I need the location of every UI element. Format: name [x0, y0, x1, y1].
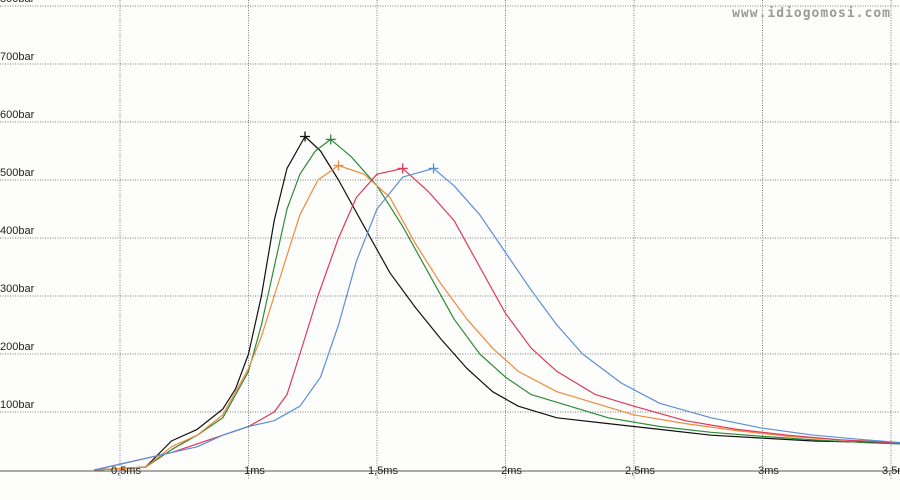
y-tick-label: 500bar — [0, 167, 35, 179]
peak-marker-1 — [300, 131, 311, 142]
watermark-text: www.idiogomosi.com — [732, 6, 891, 21]
series-line-5 — [94, 167, 900, 471]
y-tick-label: 300bar — [0, 283, 35, 295]
y-tick-label: 400bar — [0, 225, 35, 237]
y-tick-label: 800bar — [0, 0, 35, 5]
series-line-1 — [94, 135, 900, 471]
series-line-2 — [94, 138, 900, 471]
grid — [0, 0, 900, 480]
peak-marker-4 — [397, 163, 408, 174]
peak-marker-5 — [428, 163, 439, 174]
y-tick-label: 700bar — [0, 51, 35, 63]
series-line-3 — [94, 164, 900, 471]
series-line-4 — [94, 167, 900, 471]
y-tick-label: 100bar — [0, 399, 35, 411]
y-tick-label: 600bar — [0, 109, 35, 121]
x-tick-label: 0,5ms — [111, 465, 141, 477]
x-tick-label: 1,5ms — [368, 465, 398, 477]
x-tick-label: 2ms — [501, 465, 522, 477]
y-tick-label: 200bar — [0, 341, 35, 353]
peak-marker-2 — [325, 134, 336, 145]
series-lines — [94, 131, 900, 471]
x-tick-label: 2,5ms — [625, 465, 655, 477]
tick-labels: 0,5ms 1ms 1,5ms 2ms 2,5ms 3ms 3,5ms 100bar 200ba… — [0, 0, 900, 477]
x-tick-label: 1ms — [244, 465, 265, 477]
peak-marker-3 — [333, 160, 344, 171]
x-tick-label: 3,5ms — [882, 465, 900, 477]
x-tick-label: 3ms — [758, 465, 779, 477]
